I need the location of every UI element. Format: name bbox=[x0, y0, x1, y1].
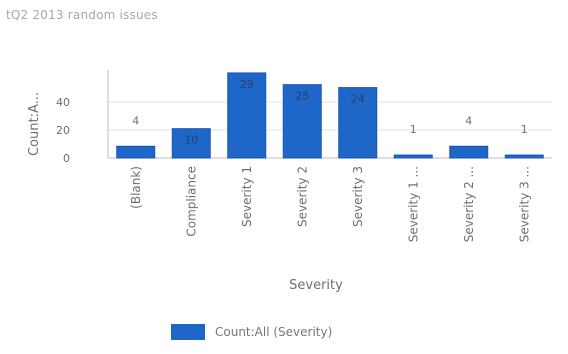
bar bbox=[393, 154, 433, 159]
bar bbox=[338, 87, 378, 159]
x-tick-label: Severity 3 bbox=[351, 166, 365, 227]
x-tick-label: (Blank) bbox=[129, 166, 143, 209]
bar bbox=[282, 84, 322, 159]
bar bbox=[116, 145, 156, 159]
y-tick-label: 40 bbox=[56, 96, 70, 109]
gridlines bbox=[108, 101, 552, 131]
x-tick-label: Severity 2 bbox=[295, 166, 309, 227]
data-labels: 4 10 29 25 24 1 4 1 bbox=[132, 78, 528, 147]
data-label: 4 bbox=[132, 114, 139, 127]
y-tick-labels: 0 20 40 bbox=[56, 96, 70, 165]
legend-label: Count:All (Severity) bbox=[215, 325, 333, 339]
bars bbox=[116, 72, 544, 159]
x-tick-label: Severity 3 ... bbox=[517, 166, 531, 242]
legend-swatch bbox=[171, 324, 205, 340]
y-axis-title: Count:A... bbox=[27, 92, 42, 156]
bar bbox=[227, 72, 267, 159]
data-label: 25 bbox=[295, 90, 309, 103]
x-axis-title: Severity bbox=[289, 278, 343, 293]
data-label: 1 bbox=[521, 123, 528, 136]
chart-title: tQ2 2013 random issues bbox=[6, 8, 158, 22]
bar bbox=[449, 145, 489, 159]
bar bbox=[504, 154, 544, 159]
x-tick-labels: (Blank) Compliance Severity 1 Severity 2 Sev… bbox=[129, 166, 532, 242]
data-label: 10 bbox=[184, 134, 198, 147]
bar bbox=[171, 128, 211, 159]
data-label: 4 bbox=[465, 114, 472, 127]
x-tick-label: Compliance bbox=[184, 166, 198, 237]
data-label: 24 bbox=[351, 93, 365, 106]
chart-legend: Count:All (Severity) bbox=[171, 322, 332, 342]
x-tick-label: Severity 1 bbox=[240, 166, 254, 227]
y-tick-label: 0 bbox=[63, 152, 70, 165]
x-tick-label: Severity 1 ... bbox=[406, 166, 420, 242]
y-tick-label: 20 bbox=[56, 124, 70, 137]
data-label: 29 bbox=[240, 78, 254, 91]
x-tick-label: Severity 2 ... bbox=[462, 166, 476, 242]
data-label: 1 bbox=[410, 123, 417, 136]
